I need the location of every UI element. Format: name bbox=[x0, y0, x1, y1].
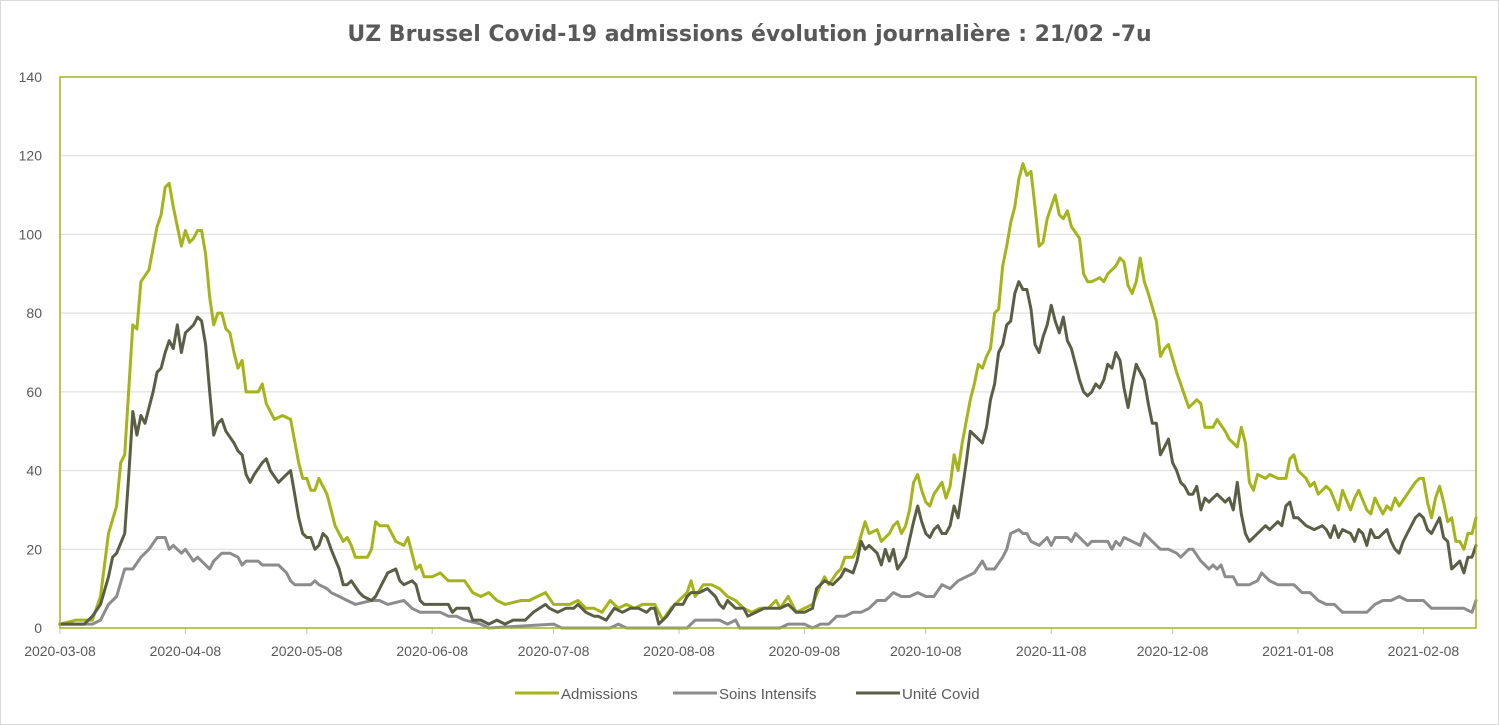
series-lines bbox=[58, 162, 1478, 630]
x-tick-label: 2020-05-08 bbox=[271, 643, 343, 659]
x-tick-label: 2020-08-08 bbox=[643, 643, 715, 659]
x-tick-label: 2020-07-08 bbox=[518, 643, 590, 659]
legend-label: Admissions bbox=[561, 686, 638, 703]
y-tick-label: 80 bbox=[26, 305, 42, 321]
gridlines bbox=[60, 76, 1476, 629]
series-line-1 bbox=[58, 162, 1478, 626]
x-tick-label: 2020-12-08 bbox=[1137, 643, 1209, 659]
x-tick-label: 2020-10-08 bbox=[890, 643, 962, 659]
x-tick-label: 2020-09-08 bbox=[769, 643, 841, 659]
series-line-2 bbox=[58, 528, 1478, 630]
x-tick-label: 2020-04-08 bbox=[150, 643, 222, 659]
chart-title: UZ Brussel Covid-19 admissions évolution… bbox=[347, 22, 1152, 47]
legend-item: Soins Intensifs bbox=[673, 686, 817, 703]
legend: Admissions Soins Intensifs Unité Covid bbox=[515, 686, 980, 703]
x-tick-label: 2020-11-08 bbox=[1016, 643, 1087, 659]
legend-label: Soins Intensifs bbox=[719, 686, 817, 703]
y-tick-label: 0 bbox=[34, 620, 42, 636]
series-line-3 bbox=[58, 280, 1478, 626]
y-tick-label: 120 bbox=[19, 148, 43, 164]
y-axis-ticks: 0 20 40 60 80 100 120 140 bbox=[19, 69, 43, 636]
y-tick-label: 60 bbox=[26, 384, 42, 400]
x-tick-label: 2020-06-08 bbox=[396, 643, 468, 659]
y-tick-label: 20 bbox=[26, 541, 42, 557]
y-tick-label: 40 bbox=[26, 463, 42, 479]
x-tick-label: 2021-01-08 bbox=[1262, 643, 1334, 659]
x-axis-ticks: 2020-03-08 2020-04-08 2020-05-08 2020-06-08… bbox=[24, 628, 1459, 659]
legend-item: Admissions bbox=[515, 686, 638, 703]
y-tick-label: 140 bbox=[19, 69, 43, 85]
x-tick-label: 2021-02-08 bbox=[1388, 643, 1460, 659]
legend-label: Unité Covid bbox=[902, 686, 980, 703]
x-tick-label: 2020-03-08 bbox=[24, 643, 96, 659]
legend-item: Unité Covid bbox=[856, 686, 980, 703]
y-tick-label: 100 bbox=[19, 226, 43, 242]
plot-area-border bbox=[59, 76, 1477, 629]
